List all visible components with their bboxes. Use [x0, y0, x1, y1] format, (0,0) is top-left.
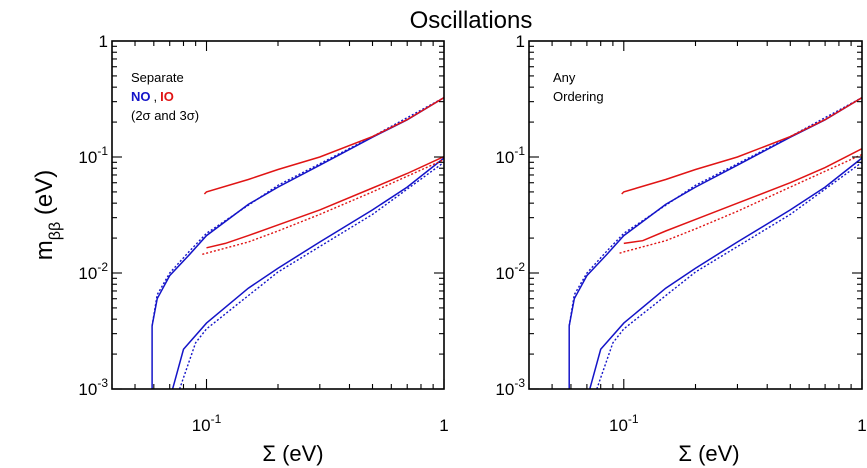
series-no-solid-1 — [171, 157, 444, 389]
x-axis-label-right: Σ (eV) — [678, 441, 739, 466]
legend-ordering-line: NO, IO — [131, 89, 174, 104]
series-io-solid-5 — [206, 155, 444, 249]
right-panel-legend: Any Ordering — [553, 70, 604, 104]
plot-panel-left: Separate NO, IO (2σ and 3σ) Σ (eV) 10-3 10… — [78, 32, 448, 466]
series-no-dotted-2 — [151, 96, 444, 327]
x-tick-label-left: 10-1 — [192, 412, 222, 435]
legend-title-line: Separate — [131, 70, 184, 85]
legend-sigma-line: (2σ and 3σ) — [131, 108, 199, 123]
y-axis-label: mββ (eV) — [31, 170, 64, 260]
series-io-dotted-6 — [202, 158, 444, 255]
y-tick-label-left: 10-1 — [78, 144, 108, 167]
y-tick-label-right: 10-1 — [495, 144, 525, 167]
x-tick-label-right: 1 — [857, 416, 866, 435]
series-io-solid-5 — [623, 148, 862, 245]
legend-no: NO — [131, 89, 151, 104]
series-io-solid-4 — [621, 96, 862, 195]
left-panel-legend: Separate NO, IO (2σ and 3σ) — [131, 70, 199, 123]
series-no-dotted-3 — [596, 161, 862, 389]
series-no-solid-0 — [151, 96, 444, 389]
y-axis-label-unit: (eV) — [31, 170, 58, 222]
x-tick-label-left: 1 — [439, 416, 448, 435]
y-tick-label-right: 10-3 — [495, 376, 525, 399]
series-io-dotted-6 — [619, 153, 862, 254]
y-tick-label-left: 10-2 — [78, 260, 108, 283]
x-tick-label-right: 10-1 — [609, 412, 639, 435]
legend-line-ordering: Ordering — [553, 89, 604, 104]
y-tick-label-left: 1 — [99, 32, 108, 51]
y-axis-label-main: m — [31, 240, 58, 260]
plot-panel-right: Any Ordering Σ (eV) 10-3 10-2 10-1 1 10-1 1 — [495, 32, 866, 466]
y-tick-label-right: 10-2 — [495, 260, 525, 283]
y-tick-label-right: 1 — [516, 32, 525, 51]
legend-line-any: Any — [553, 70, 576, 85]
series-group-right — [568, 96, 862, 389]
series-no-solid-0 — [568, 96, 862, 389]
y-axis-label-subscript: ββ — [47, 222, 64, 240]
series-no-dotted-3 — [178, 161, 444, 389]
series-group-left — [151, 96, 444, 389]
series-no-solid-1 — [589, 157, 862, 389]
y-tick-label-left: 10-3 — [78, 376, 108, 399]
chart-title: Oscillations — [410, 7, 533, 34]
legend-io: IO — [160, 89, 174, 104]
x-axis-label-left: Σ (eV) — [262, 441, 323, 466]
legend-comma: , — [154, 89, 158, 104]
series-io-solid-4 — [203, 96, 444, 195]
